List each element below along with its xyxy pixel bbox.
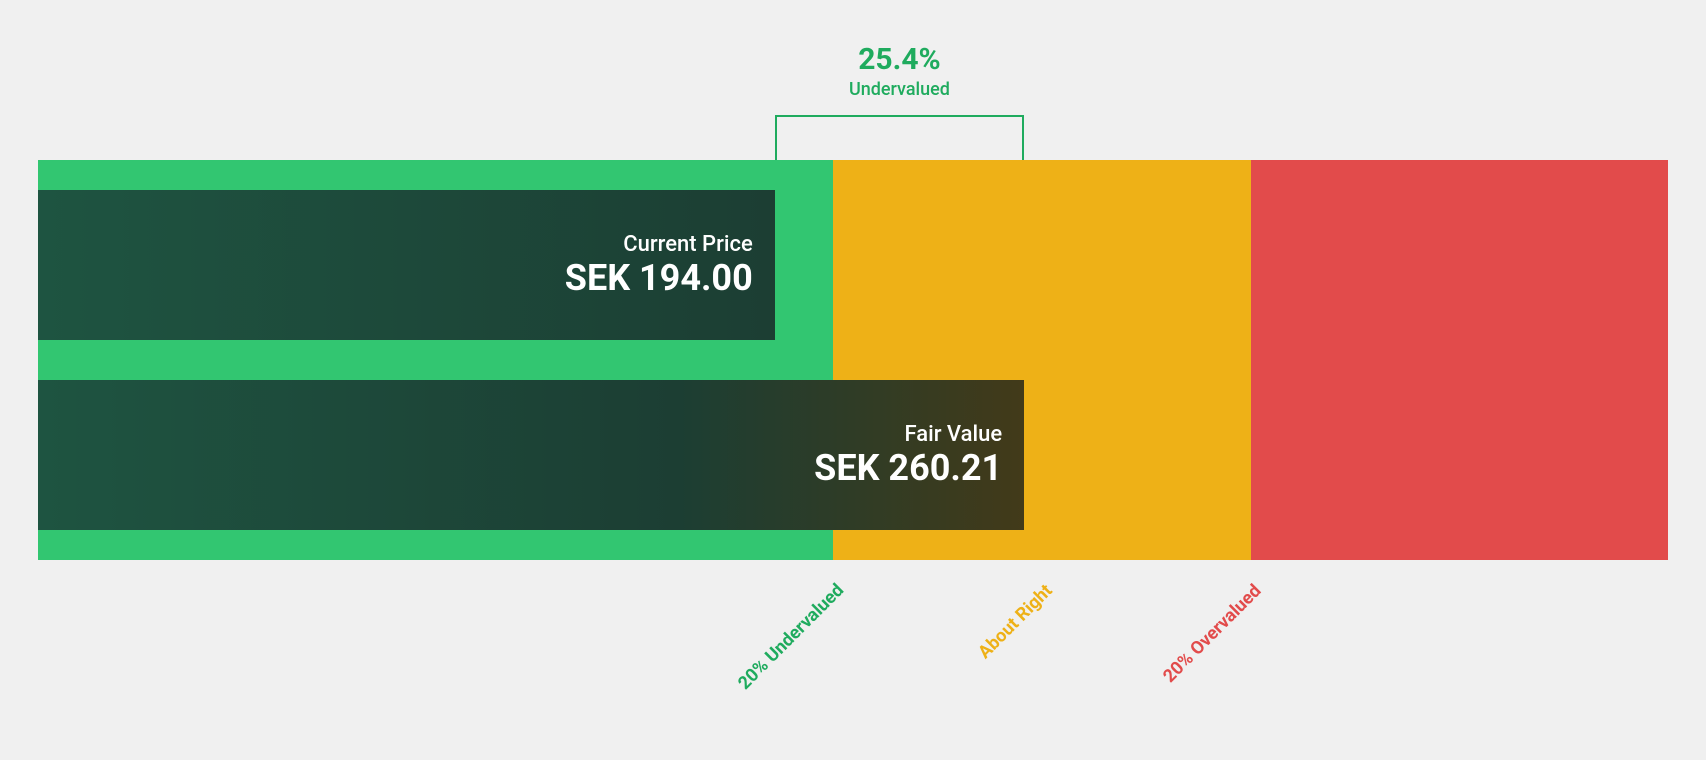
bracket-horizontal (775, 115, 1024, 117)
chart-area: Current Price SEK 194.00 Fair Value SEK … (38, 160, 1668, 560)
callout-status: Undervalued (849, 79, 950, 100)
axis-label-about-right: About Right (974, 580, 1057, 663)
bracket-right-drop (1022, 115, 1024, 160)
valuation-callout: 25.4% Undervalued (849, 42, 950, 100)
current-price-value: SEK 194.00 (565, 257, 753, 299)
axis-label-undervalued: 20% Undervalued (734, 580, 848, 694)
fair-value-value: SEK 260.21 (814, 447, 1002, 489)
callout-percent: 25.4% (849, 42, 950, 77)
current-price-label: Current Price (623, 232, 752, 257)
zone-overvalued (1251, 160, 1668, 560)
callout-bracket (775, 115, 1024, 160)
valuation-infographic: 25.4% Undervalued Current Price SEK 194.… (0, 0, 1706, 760)
axis-label-overvalued: 20% Overvalued (1159, 580, 1266, 687)
bar-fair-value: Fair Value SEK 260.21 (38, 380, 1024, 530)
fair-value-label: Fair Value (904, 422, 1002, 447)
bar-current-price: Current Price SEK 194.00 (38, 190, 775, 340)
bracket-left-drop (775, 115, 777, 160)
